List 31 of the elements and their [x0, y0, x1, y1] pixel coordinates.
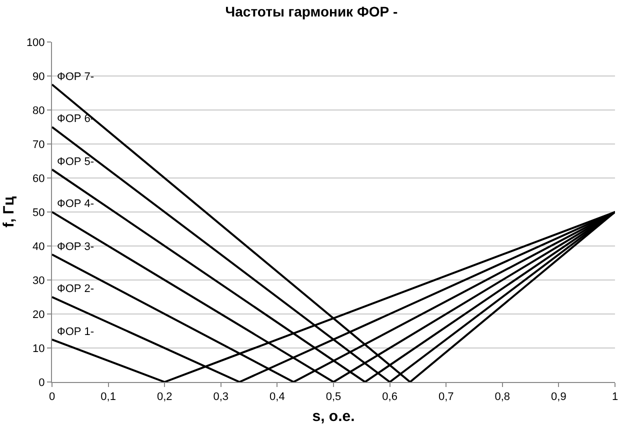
x-tick-label: 0,3 [213, 391, 229, 404]
x-tick-label: 0,8 [494, 391, 510, 404]
series-label: ФОР 2- [57, 283, 94, 295]
series-label: ФОР 4- [57, 198, 94, 210]
y-axis-title: f, Гц [0, 196, 18, 228]
y-tick-label: 80 [32, 104, 45, 117]
y-tick-label: 100 [26, 36, 45, 49]
y-tick-label: 30 [32, 274, 45, 287]
x-tick-label: 0,6 [382, 391, 398, 404]
x-tick-label: 0,2 [156, 391, 172, 404]
series-label: ФОР 5- [57, 156, 94, 168]
chart-title: Частоты гармоник ФОР - [225, 3, 398, 20]
y-tick-label: 0 [38, 376, 45, 389]
series-label: ФОР 7- [57, 71, 94, 83]
y-tick-label: 70 [32, 138, 45, 151]
y-tick-label: 90 [32, 70, 45, 83]
x-tick-label: 0,5 [326, 391, 342, 404]
x-tick-label: 0,1 [100, 391, 116, 404]
y-tick-label: 50 [32, 206, 45, 219]
series-label: ФОР 1- [57, 326, 94, 338]
x-tick-label: 0,4 [270, 391, 285, 404]
x-tick-label: 1 [612, 391, 618, 404]
x-tick-label: 0 [48, 391, 56, 404]
x-tick-label: 0,9 [551, 391, 566, 404]
y-tick-label: 60 [32, 172, 45, 185]
y-tick-label: 40 [32, 240, 45, 253]
y-tick-label: 20 [32, 308, 45, 321]
x-tick-label: 0,7 [438, 391, 454, 404]
y-tick-label: 10 [32, 342, 45, 355]
series-label: ФОР 3- [57, 241, 94, 253]
x-axis-title: s, о.е. [312, 408, 355, 426]
